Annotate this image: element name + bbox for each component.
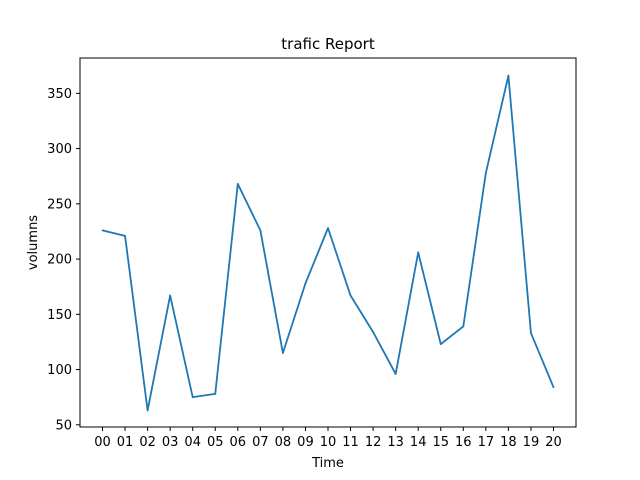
y-axis-label: volumns — [26, 215, 41, 270]
y-tick-label: 100 — [47, 363, 72, 378]
data-point — [462, 325, 465, 328]
y-tick-label: 300 — [47, 142, 72, 157]
data-point — [259, 229, 262, 232]
x-tick-label: 16 — [455, 435, 472, 450]
x-tick-label: 11 — [342, 435, 359, 450]
data-point — [507, 74, 510, 77]
data-point — [417, 251, 420, 254]
x-axis: 00 01 02 03 04 05 06 07 08 09 10 11 12 13 14 15 16 17 18 19… — [94, 427, 562, 450]
data-point — [191, 396, 194, 399]
data-point — [214, 392, 217, 395]
x-tick-label: 10 — [320, 435, 337, 450]
y-tick-label: 250 — [47, 197, 72, 212]
data-point — [394, 373, 397, 375]
data-point — [552, 386, 555, 389]
data-point — [372, 331, 374, 333]
data-point — [282, 352, 284, 354]
x-tick-label: 14 — [410, 435, 427, 450]
x-tick-label: 05 — [207, 435, 224, 450]
y-tick-label: 150 — [47, 308, 72, 323]
x-tick-label: 12 — [365, 435, 382, 450]
data-point — [327, 227, 329, 230]
x-tick-label: 17 — [478, 435, 495, 450]
data-point — [439, 343, 442, 346]
data-point — [304, 282, 307, 285]
chart-title: trafic Report — [281, 35, 375, 53]
x-tick-label: 06 — [230, 435, 247, 450]
x-axis-label: Time — [311, 456, 344, 471]
x-tick-label: 20 — [545, 435, 562, 450]
y-tick-label: 350 — [47, 87, 72, 102]
x-tick-label: 15 — [432, 435, 449, 450]
data-point — [169, 294, 172, 297]
data-point — [530, 332, 532, 334]
data-point — [124, 234, 126, 237]
x-tick-label: 01 — [117, 435, 134, 450]
data-point — [236, 183, 239, 185]
x-tick-label: 18 — [500, 435, 517, 450]
y-axis: 50 100 150 200 250 300 350 — [47, 87, 80, 433]
data-point — [146, 409, 149, 412]
x-tick-label: 03 — [162, 435, 179, 450]
x-tick-label: 08 — [275, 435, 292, 450]
series-line — [102, 74, 555, 412]
data-point — [101, 229, 104, 232]
x-tick-label: 04 — [184, 435, 201, 450]
x-tick-label: 19 — [523, 435, 540, 450]
y-tick-label: 200 — [47, 253, 72, 268]
x-tick-label: 00 — [94, 435, 111, 450]
x-tick-label: 02 — [139, 435, 156, 450]
y-tick-label: 50 — [55, 418, 72, 433]
x-tick-label: 09 — [297, 435, 314, 450]
data-point — [349, 294, 352, 297]
data-points — [101, 74, 555, 412]
x-tick-label: 07 — [252, 435, 269, 450]
data-point — [484, 171, 487, 174]
x-tick-label: 13 — [387, 435, 404, 450]
